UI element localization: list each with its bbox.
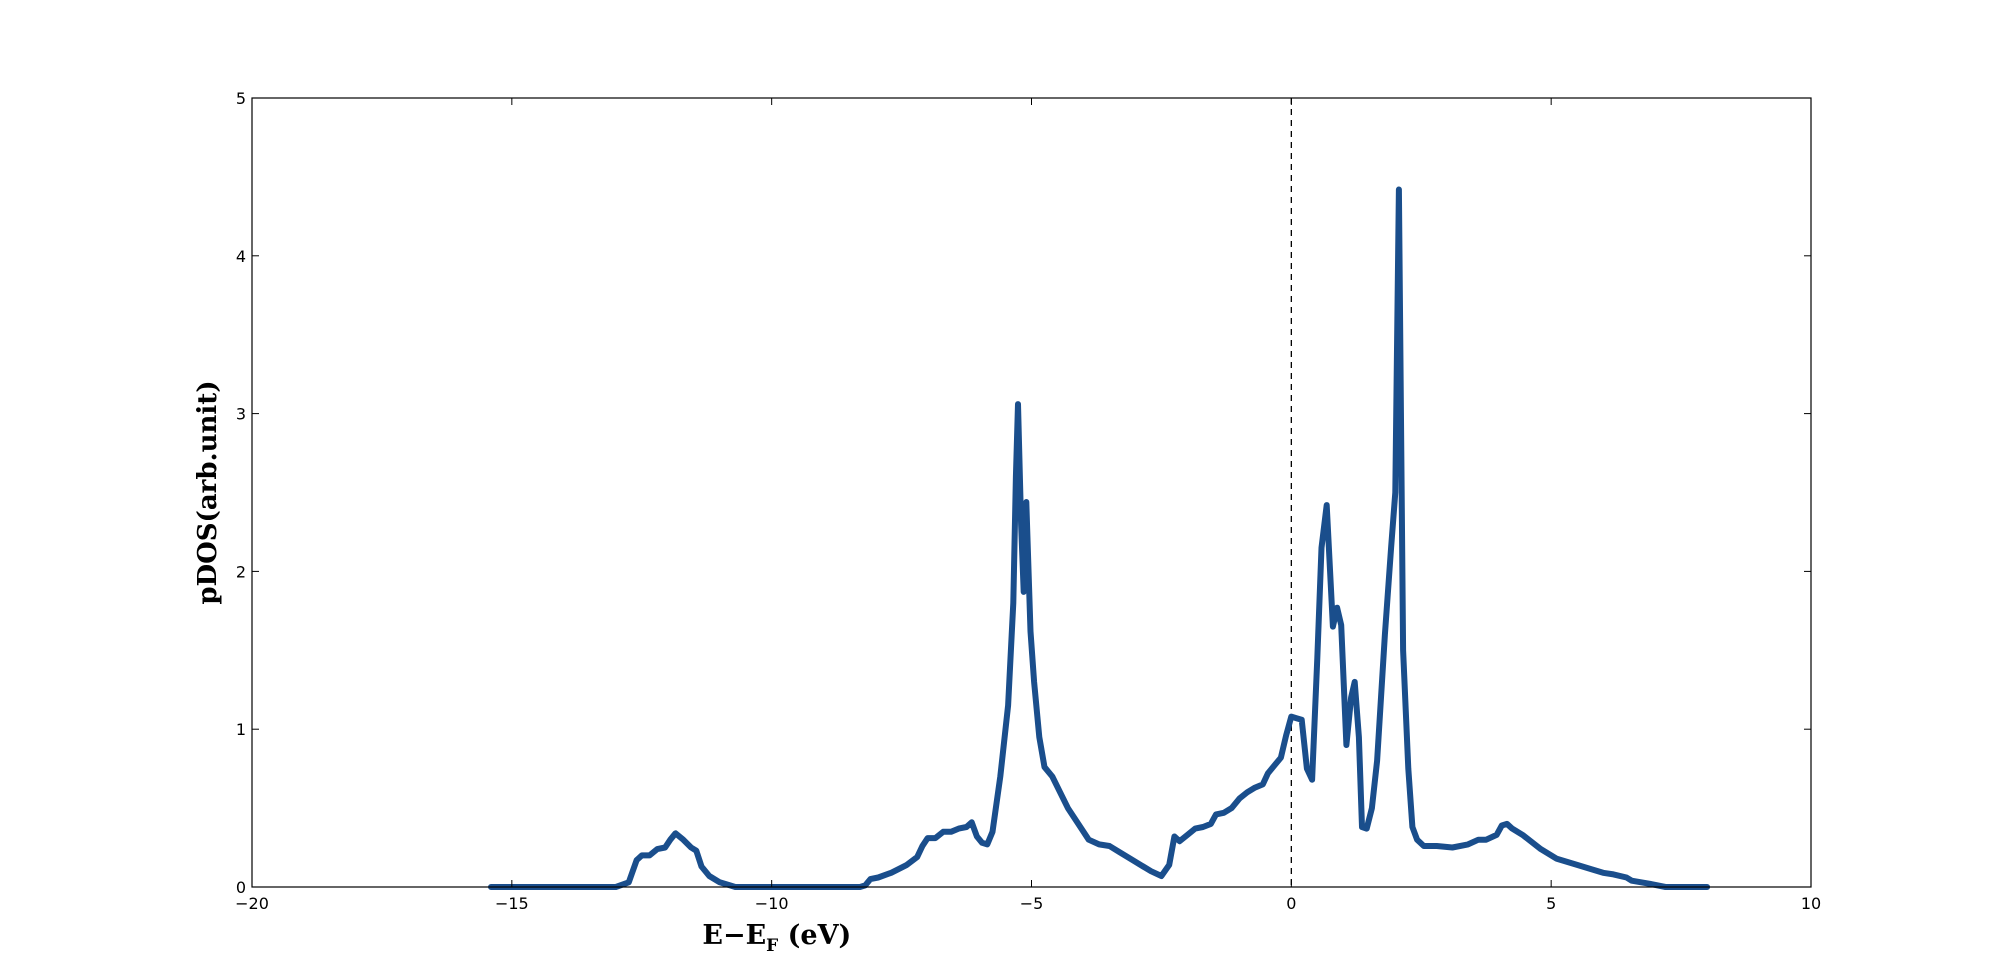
x-tick-label: 10 xyxy=(1801,894,1821,913)
x-tick-label: 5 xyxy=(1546,894,1556,913)
x-tick-label: −15 xyxy=(495,894,529,913)
x-axis-label: E−EF (eV) xyxy=(702,920,851,956)
x-tick-label: −10 xyxy=(755,894,789,913)
y-tick-label: 3 xyxy=(236,405,246,424)
y-tick-label: 0 xyxy=(236,878,246,897)
x-tick-label: 0 xyxy=(1286,894,1296,913)
series-line-0 xyxy=(488,186,1711,890)
x-tick-label: −5 xyxy=(1020,894,1044,913)
y-tick-label: 5 xyxy=(236,89,246,108)
x-axis-label-subscript: F xyxy=(766,936,778,956)
y-tick-labels: 0 1 2 3 4 5 xyxy=(236,89,246,897)
x-axis-label-main: E−E xyxy=(702,920,766,951)
ticks-layer xyxy=(251,97,1812,888)
x-tick-labels: −20 −15 −10 −5 0 5 10 xyxy=(235,894,1821,913)
series-layer xyxy=(488,186,1711,890)
y-tick-label: 2 xyxy=(236,562,246,581)
x-axis-label-unit: (eV) xyxy=(778,920,851,951)
x-tick-label: −20 xyxy=(235,894,269,913)
y-tick-label: 1 xyxy=(236,720,246,739)
y-axis-label: pDOS(arb.unit) xyxy=(193,380,223,604)
y-tick-label: 4 xyxy=(236,247,246,266)
